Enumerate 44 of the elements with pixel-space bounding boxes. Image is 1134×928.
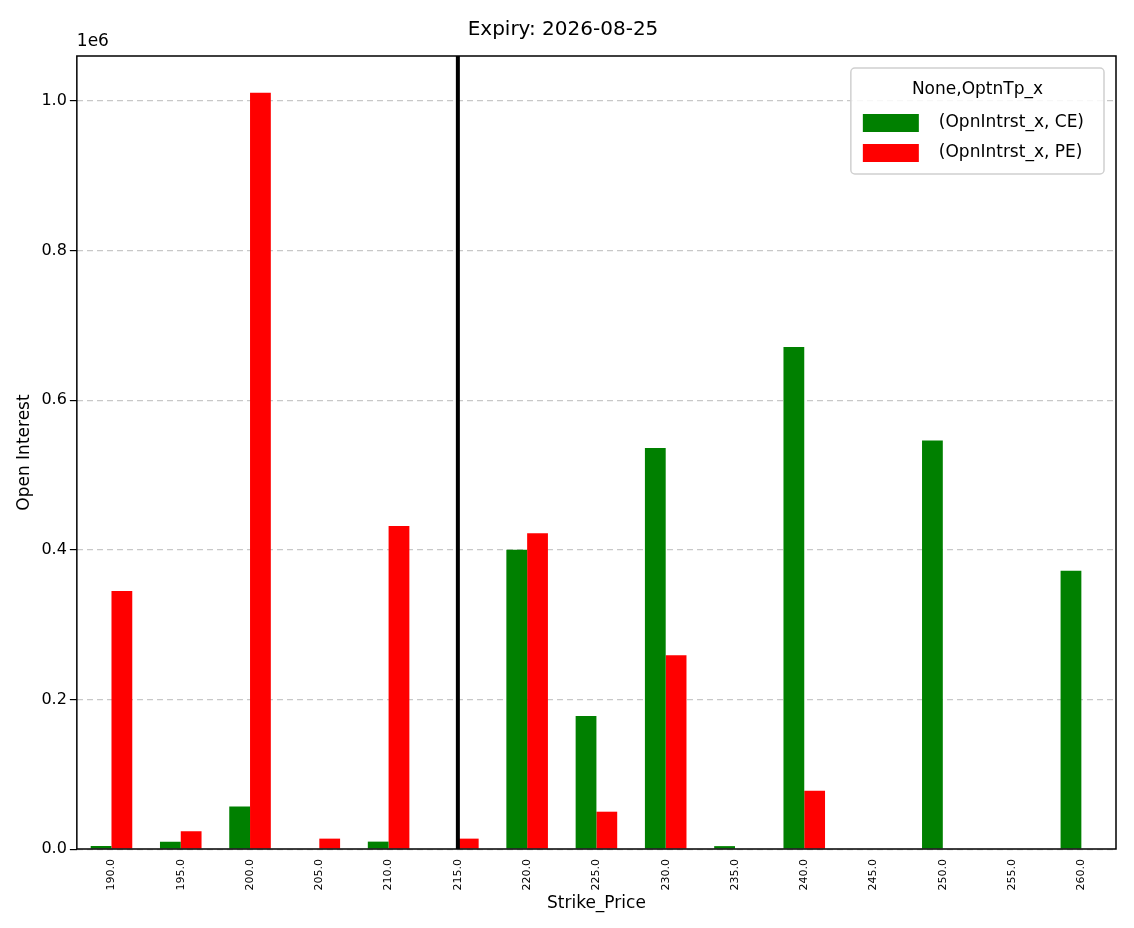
chart-title: Expiry: 2026-08-25 [467,16,659,41]
bar [575,715,597,849]
x-tick-label: 225.0 [589,859,603,891]
x-tick-label: 195.0 [173,859,187,891]
bar [180,831,202,849]
bar [644,448,666,849]
y-tick-label: 0.8 [41,239,67,259]
y-tick-label: 0.2 [41,688,67,708]
x-tick-label: 230.0 [658,859,672,891]
bar [319,838,341,849]
bar [596,811,618,849]
y-tick-label: 1.0 [41,90,67,110]
x-tick-label: 200.0 [242,859,256,891]
y-axis-title: Open Interest [12,394,33,511]
legend-title: None,OptnTp_x [911,78,1043,100]
x-tick-label: 205.0 [312,859,326,891]
text: 1e6 [76,29,109,50]
x-tick-label: 240.0 [797,859,811,891]
x-tick-label: 215.0 [450,859,464,891]
bar [922,440,943,849]
x-tick-label: 210.0 [381,859,395,891]
y-tick-label: 0.4 [41,538,67,558]
bar [506,549,528,849]
legend-label: (OpnIntrst_x, PE) [938,141,1083,163]
x-tick-label: 250.0 [935,859,949,891]
x-axis-title: Strike_Price [547,892,646,914]
legend-label: (OpnIntrst_x, CE) [938,111,1084,133]
x-tick-label: 235.0 [727,859,741,891]
bar [250,92,271,849]
y-tick-label: 0.0 [41,838,67,858]
bar [527,533,548,849]
bar [783,347,805,849]
bar [111,590,133,849]
x-tick-label: 190.0 [104,859,118,891]
y-tick-label: 0.6 [41,389,67,409]
x-tick-label: 255.0 [1004,859,1018,891]
x-tick-label: 220.0 [520,859,534,891]
bar [804,790,826,849]
bar [229,806,251,849]
x-tick-label: 245.0 [866,859,880,891]
bar [388,525,410,849]
x-tick-label: 260.0 [1074,859,1088,891]
bar [1060,570,1082,849]
bar [665,655,687,849]
